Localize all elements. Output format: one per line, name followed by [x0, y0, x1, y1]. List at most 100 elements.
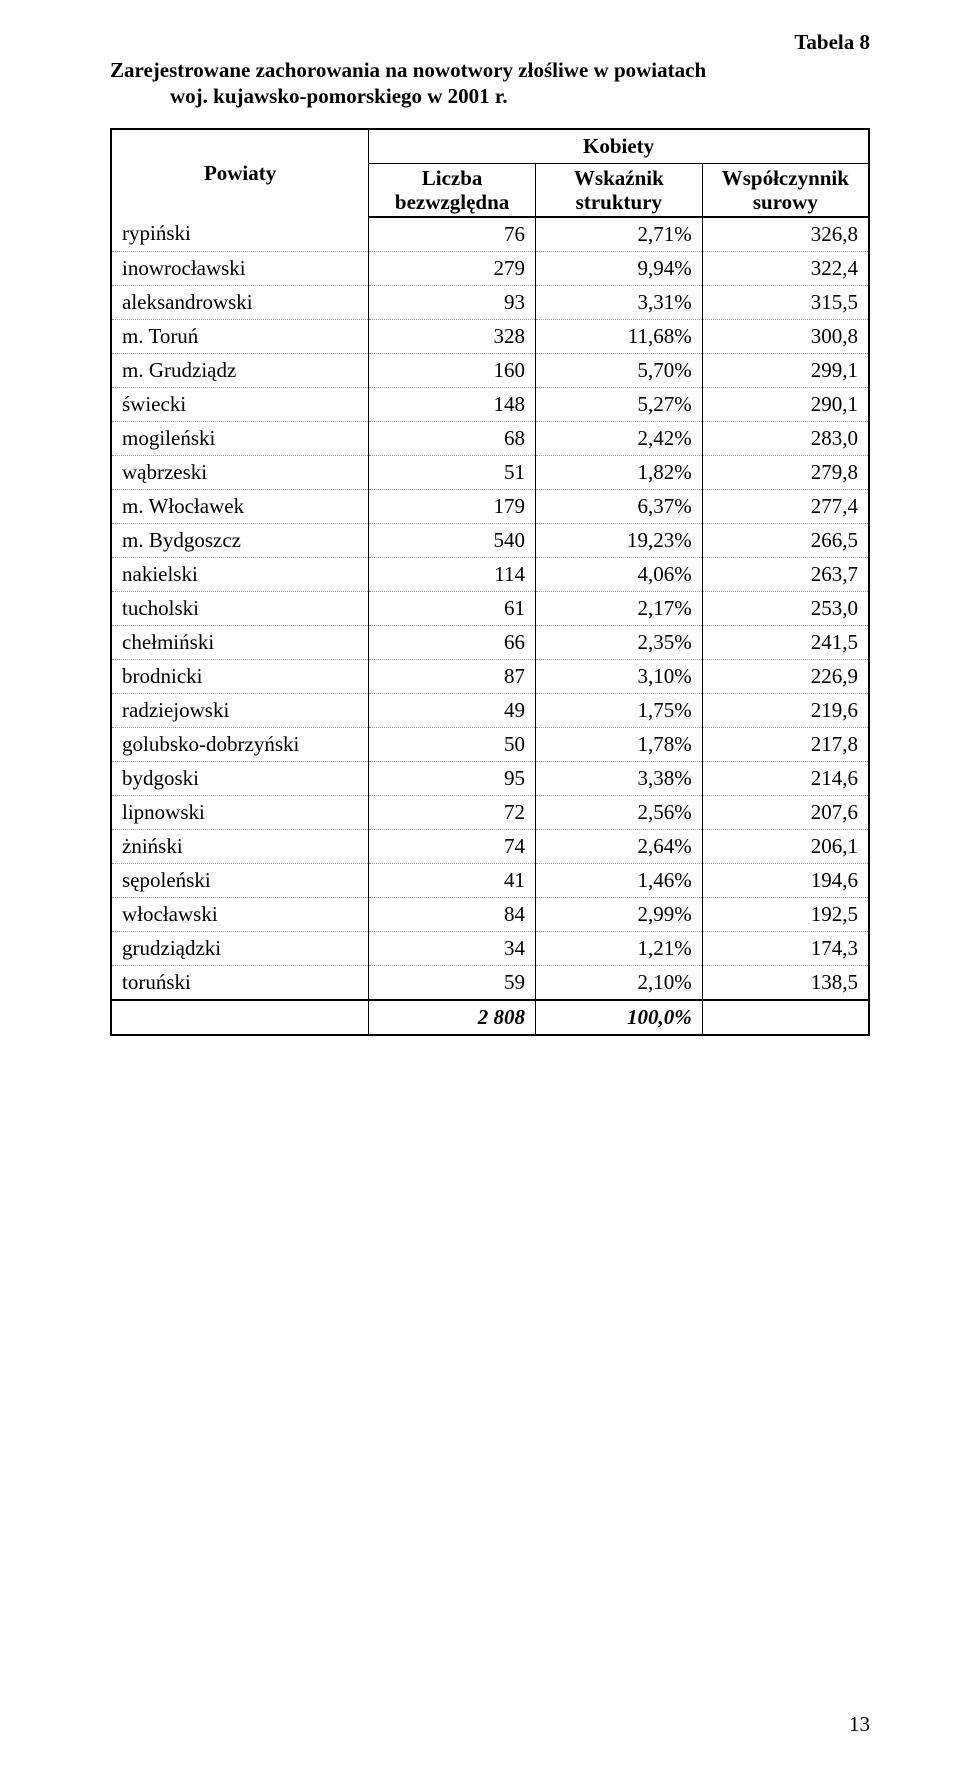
cell-count: 51 [369, 455, 536, 489]
cell-count: 76 [369, 217, 536, 252]
cell-name: m. Bydgoszcz [111, 523, 369, 557]
table-row: żniński742,64%206,1 [111, 829, 869, 863]
cell-pct: 5,70% [535, 353, 702, 387]
cell-coeff: 266,5 [702, 523, 869, 557]
table-row: lipnowski722,56%207,6 [111, 795, 869, 829]
cell-pct: 11,68% [535, 319, 702, 353]
cell-name: tucholski [111, 591, 369, 625]
cell-name: świecki [111, 387, 369, 421]
cell-pct: 2,17% [535, 591, 702, 625]
cell-pct: 1,82% [535, 455, 702, 489]
cell-pct: 4,06% [535, 557, 702, 591]
table-row: m. Grudziądz1605,70%299,1 [111, 353, 869, 387]
header-powiaty: Powiaty [111, 129, 369, 217]
cell-coeff: 279,8 [702, 455, 869, 489]
table-row: toruński592,10%138,5 [111, 965, 869, 1000]
cell-coeff: 277,4 [702, 489, 869, 523]
table-row: aleksandrowski933,31%315,5 [111, 285, 869, 319]
cell-pct: 2,10% [535, 965, 702, 1000]
cell-count: 68 [369, 421, 536, 455]
cell-pct: 2,56% [535, 795, 702, 829]
cell-name: golubsko-dobrzyński [111, 727, 369, 761]
cell-count: 66 [369, 625, 536, 659]
table-row: golubsko-dobrzyński501,78%217,8 [111, 727, 869, 761]
cell-coeff: 253,0 [702, 591, 869, 625]
cell-coeff: 283,0 [702, 421, 869, 455]
cell-coeff: 192,5 [702, 897, 869, 931]
table-row: grudziądzki341,21%174,3 [111, 931, 869, 965]
cell-count: 114 [369, 557, 536, 591]
cell-count: 74 [369, 829, 536, 863]
table-row: chełmiński662,35%241,5 [111, 625, 869, 659]
table-row: rypiński762,71%326,8 [111, 217, 869, 252]
cell-coeff: 322,4 [702, 251, 869, 285]
total-name [111, 1000, 369, 1035]
cell-coeff: 174,3 [702, 931, 869, 965]
total-count: 2 808 [369, 1000, 536, 1035]
cell-count: 49 [369, 693, 536, 727]
table-row: bydgoski953,38%214,6 [111, 761, 869, 795]
table-row: włocławski842,99%192,5 [111, 897, 869, 931]
cell-pct: 19,23% [535, 523, 702, 557]
title-line-2: woj. kujawsko-pomorskiego w 2001 r. [170, 84, 508, 108]
cell-name: radziejowski [111, 693, 369, 727]
cell-pct: 1,46% [535, 863, 702, 897]
table-row: brodnicki873,10%226,9 [111, 659, 869, 693]
cell-pct: 2,35% [535, 625, 702, 659]
cell-count: 61 [369, 591, 536, 625]
cell-pct: 3,31% [535, 285, 702, 319]
cell-coeff: 207,6 [702, 795, 869, 829]
cell-pct: 1,75% [535, 693, 702, 727]
header-col3-l2: surowy [753, 190, 818, 214]
cell-name: toruński [111, 965, 369, 1000]
cell-count: 95 [369, 761, 536, 795]
cell-coeff: 217,8 [702, 727, 869, 761]
table-row: świecki1485,27%290,1 [111, 387, 869, 421]
cell-count: 84 [369, 897, 536, 931]
cell-coeff: 326,8 [702, 217, 869, 252]
title-line-1: Zarejestrowane zachorowania na nowotwory… [110, 58, 706, 82]
cell-pct: 1,78% [535, 727, 702, 761]
cell-name: aleksandrowski [111, 285, 369, 319]
header-col3-l1: Współczynnik [722, 166, 849, 190]
table-row: m. Toruń32811,68%300,8 [111, 319, 869, 353]
table-row: m. Bydgoszcz54019,23%266,5 [111, 523, 869, 557]
table-row: m. Włocławek1796,37%277,4 [111, 489, 869, 523]
cell-coeff: 214,6 [702, 761, 869, 795]
cell-count: 34 [369, 931, 536, 965]
cell-name: wąbrzeski [111, 455, 369, 489]
total-row: 2 808 100,0% [111, 1000, 869, 1035]
cell-name: włocławski [111, 897, 369, 931]
cell-name: m. Włocławek [111, 489, 369, 523]
cell-pct: 9,94% [535, 251, 702, 285]
cell-name: bydgoski [111, 761, 369, 795]
cell-coeff: 299,1 [702, 353, 869, 387]
cell-count: 540 [369, 523, 536, 557]
table-row: tucholski612,17%253,0 [111, 591, 869, 625]
cell-name: nakielski [111, 557, 369, 591]
header-col2-l1: Wskaźnik [574, 166, 664, 190]
cell-name: rypiński [111, 217, 369, 252]
cell-count: 160 [369, 353, 536, 387]
cell-name: m. Toruń [111, 319, 369, 353]
cell-coeff: 241,5 [702, 625, 869, 659]
cell-count: 50 [369, 727, 536, 761]
header-col1-l2: bezwzględna [395, 190, 509, 214]
table-row: wąbrzeski511,82%279,8 [111, 455, 869, 489]
header-col1: Liczba bezwzględna [369, 163, 536, 217]
table-row: nakielski1144,06%263,7 [111, 557, 869, 591]
cell-coeff: 206,1 [702, 829, 869, 863]
header-col1-l1: Liczba [422, 166, 483, 190]
cell-name: inowrocławski [111, 251, 369, 285]
cell-coeff: 194,6 [702, 863, 869, 897]
cell-name: lipnowski [111, 795, 369, 829]
cell-coeff: 226,9 [702, 659, 869, 693]
cell-pct: 1,21% [535, 931, 702, 965]
table-row: radziejowski491,75%219,6 [111, 693, 869, 727]
cell-name: żniński [111, 829, 369, 863]
cell-count: 148 [369, 387, 536, 421]
header-kobiety: Kobiety [369, 129, 869, 164]
data-table: Powiaty Kobiety Liczba bezwzględna Wskaź… [110, 128, 870, 1036]
table-label: Tabela 8 [110, 30, 870, 55]
page-number: 13 [849, 1712, 870, 1737]
